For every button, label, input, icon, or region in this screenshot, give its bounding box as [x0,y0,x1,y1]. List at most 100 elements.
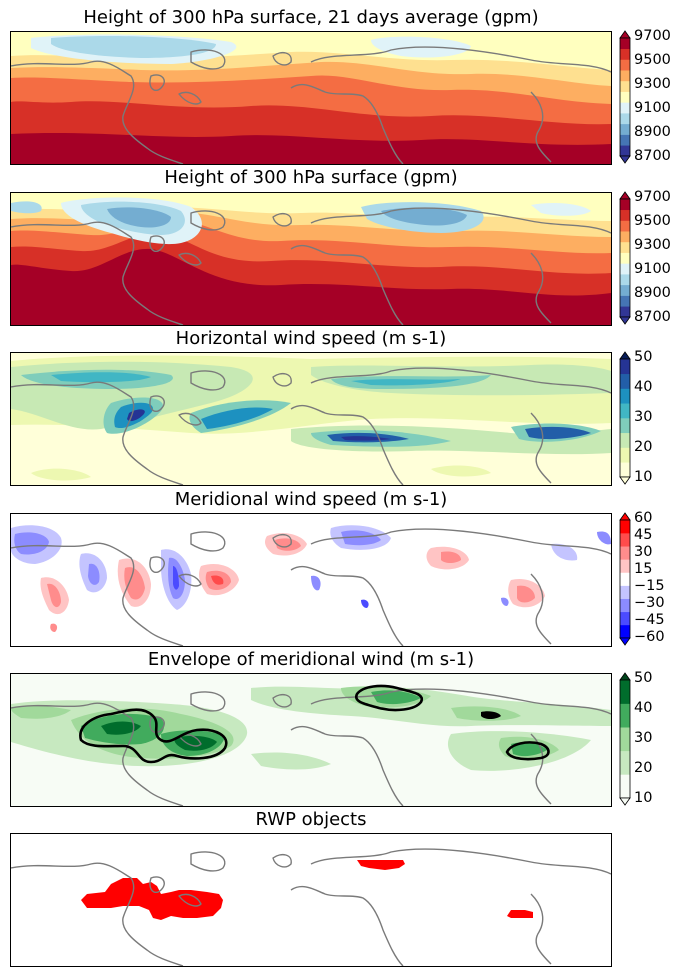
panel-title-height-average: Height of 300 hPa surface, 21 days avera… [83,7,539,28]
cbar5-tick-label: 50 [634,670,653,686]
colorbar-segment [620,559,630,573]
colorbar-segment [620,284,630,296]
colorbar-segment [620,263,630,275]
colorbar-segment [620,48,630,60]
colorbar-segment [620,572,630,586]
colorbar-segment [620,306,630,318]
colorbar-segment [620,199,630,211]
colorbar-segment [620,209,630,221]
map-panel-height-instant [10,192,612,326]
colorbar-segment [620,598,630,613]
colorbar-segment [620,703,630,728]
colorbar-segment [620,80,630,92]
colorbar-segment [620,462,630,478]
cbar2-tick-label: 9100 [634,261,671,277]
colorbar-envelope [619,672,631,806]
colorbar-segment [620,418,630,434]
cbar1-tick-label: 9500 [634,52,671,68]
cbar4-tick-label: −45 [634,612,665,628]
cbar5-tick-label: 20 [634,760,653,776]
cbar2-tick-label: 9300 [634,237,671,253]
colorbar-segment [620,373,630,389]
colorbar-segment [620,432,630,448]
map-panel-envelope [10,673,612,807]
colorbar-segment [620,611,630,626]
colorbar-segment [620,624,630,639]
colorbar-extend-min [619,797,631,806]
colorbar-horizontal-wind [619,351,631,485]
colorbar-segment [620,274,630,286]
colorbar-segment [620,295,630,307]
cbar1-tick-label: 8900 [634,124,671,140]
cbar4-tick-label: 15 [634,561,653,577]
colorbar-segment [620,102,630,114]
colorbar-extend-min [619,316,631,325]
cbar1-tick-label: 9300 [634,76,671,92]
cbar1-tick-label: 8700 [634,148,671,164]
cbar4-tick-label: 30 [634,544,653,560]
colorbar-extend-min [619,637,631,646]
colorbar-segment [620,145,630,157]
cbar4-tick-label: −30 [634,595,665,611]
cbar2-tick-label: 9700 [634,189,671,205]
colorbar-segment [620,113,630,125]
cbar3-tick-label: 20 [634,439,653,455]
map-panel-horizontal-wind [10,352,612,486]
cbar3-tick-label: 40 [634,379,653,395]
cbar3-tick-label: 10 [634,469,653,485]
colorbar-segment [620,403,630,419]
panel-title-height-instant: Height of 300 hPa surface (gpm) [164,167,458,188]
cbar3-tick-label: 30 [634,409,653,425]
cbar2-tick-label: 8900 [634,285,671,301]
colorbar-segment [620,252,630,264]
colorbar-segment [620,91,630,103]
colorbar-segment [620,220,630,232]
colorbar-extend-max [619,30,631,39]
colorbar-segment [620,546,630,560]
colorbar-segment [620,38,630,50]
map-panel-rwp-objects [10,833,612,967]
cbar4-tick-label: −60 [634,629,665,645]
colorbar-extend-max [619,351,631,360]
colorbar-height-average [619,30,631,164]
colorbar-extend-max [619,512,631,521]
colorbar-meridional-wind [619,512,631,646]
colorbar-segment [620,70,630,82]
panel-title-rwp-objects: RWP objects [255,809,367,830]
cbar1-tick-label: 9100 [634,100,671,116]
colorbar-segment [620,59,630,71]
cbar2-tick-label: 9500 [634,213,671,229]
cbar4-tick-label: 60 [634,510,653,526]
colorbar-segment [620,680,630,704]
panel-title-envelope: Envelope of meridional wind (m s-1) [147,649,475,670]
colorbar-segment [620,388,630,404]
colorbar-extend-max [619,672,631,681]
cbar5-tick-label: 10 [634,790,653,806]
colorbar-segment [620,533,630,547]
cbar5-tick-label: 30 [634,730,653,746]
colorbar-segment [620,231,630,243]
cbar1-tick-label: 9700 [634,28,671,44]
colorbar-segment [620,123,630,135]
cbar3-tick-label: 50 [634,349,653,365]
colorbar-extend-min [619,155,631,164]
colorbar-segment [620,447,630,463]
colorbar-segment [620,750,630,775]
cbar4-tick-label: −15 [634,578,665,594]
colorbar-segment [620,774,630,799]
colorbar-segment [620,241,630,253]
colorbar-segment [620,727,630,752]
colorbar-extend-max [619,191,631,200]
colorbar-segment [620,359,630,375]
panel-title-horizontal-wind: Horizontal wind speed (m s-1) [175,328,447,349]
colorbar-segment [620,520,630,534]
cbar4-tick-label: 45 [634,527,653,543]
cbar2-tick-label: 8700 [634,309,671,325]
cbar5-tick-label: 40 [634,700,653,716]
colorbar-extend-min [619,476,631,485]
colorbar-segment [620,134,630,146]
panel-title-meridional-wind: Meridional wind speed (m s-1) [174,489,448,510]
colorbar-height-instant [619,191,631,325]
map-panel-height-average [10,31,612,165]
map-panel-meridional-wind [10,513,612,647]
